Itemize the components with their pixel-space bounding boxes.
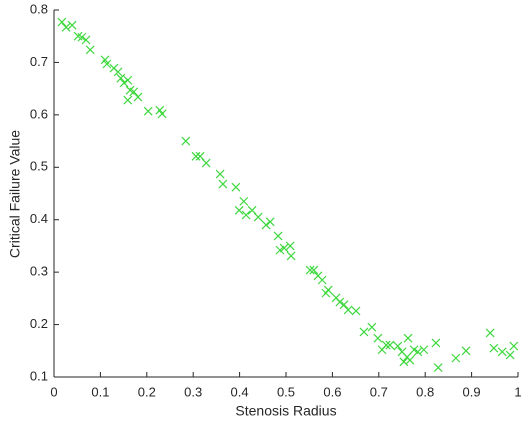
x-tick-label: 0.6 — [323, 384, 341, 399]
point — [119, 78, 129, 88]
point — [351, 306, 361, 316]
y-tick-label: 0.4 — [30, 211, 48, 226]
point — [286, 251, 296, 261]
point — [413, 347, 423, 357]
point — [285, 241, 295, 251]
point — [393, 341, 403, 351]
point — [497, 347, 507, 357]
point — [116, 73, 126, 83]
point — [102, 59, 112, 69]
point — [234, 205, 244, 215]
point — [181, 136, 191, 146]
x-tick-label: 0.2 — [138, 384, 156, 399]
point — [157, 109, 167, 119]
point — [367, 322, 377, 332]
point — [85, 45, 95, 55]
point — [433, 363, 443, 372]
point — [461, 346, 471, 356]
point — [381, 340, 391, 350]
point — [253, 212, 263, 222]
y-tick-label: 0.6 — [30, 106, 48, 121]
point — [77, 32, 87, 42]
point — [305, 265, 315, 275]
y-tick-label: 0.5 — [30, 159, 48, 174]
point — [385, 340, 395, 350]
y-tick-label: 0.7 — [30, 54, 48, 69]
point — [317, 275, 327, 285]
point — [191, 151, 201, 161]
x-tick-label: 0.5 — [277, 384, 295, 399]
point — [123, 75, 133, 85]
point — [403, 333, 413, 343]
point — [113, 67, 123, 77]
point — [489, 343, 499, 353]
y-axis-label: Critical Failure Value — [7, 130, 23, 258]
x-tick-label: 0.7 — [370, 384, 388, 399]
x-tick-label: 0.1 — [91, 384, 109, 399]
point — [275, 245, 285, 255]
x-tick-label: 0.4 — [231, 384, 249, 399]
point — [67, 20, 77, 30]
point — [451, 353, 461, 363]
point — [431, 338, 441, 348]
point — [143, 106, 153, 116]
point — [261, 220, 271, 230]
point — [335, 297, 345, 307]
point — [323, 285, 333, 295]
point — [505, 350, 515, 360]
x-tick-label: 0.9 — [463, 384, 481, 399]
y-tick-label: 0.2 — [30, 316, 48, 331]
point — [241, 210, 251, 220]
y-tick-label: 0.8 — [30, 1, 48, 16]
point — [373, 333, 383, 343]
point — [339, 300, 349, 310]
point — [133, 92, 143, 102]
point — [399, 357, 409, 367]
point — [343, 305, 353, 315]
x-tick-label: 0.3 — [184, 384, 202, 399]
point — [279, 243, 289, 253]
point — [81, 35, 91, 45]
point — [201, 158, 211, 168]
point — [509, 341, 519, 351]
point — [265, 217, 275, 227]
point — [273, 231, 283, 241]
point — [57, 17, 67, 27]
point — [123, 95, 133, 105]
point — [485, 328, 495, 338]
point — [231, 182, 241, 192]
point — [405, 355, 415, 365]
point — [309, 265, 319, 275]
point — [129, 87, 139, 97]
y-tick-label: 0.3 — [30, 264, 48, 279]
point — [61, 22, 71, 32]
x-tick-label: 0.8 — [416, 384, 434, 399]
x-axis-label: Stenosis Radius — [235, 403, 336, 419]
point — [359, 327, 369, 337]
y-tick-label: 0.1 — [30, 368, 48, 383]
point — [218, 179, 228, 189]
x-tick-label: 0 — [50, 384, 57, 399]
point — [215, 169, 225, 179]
point — [239, 196, 249, 206]
x-tick-label: 1 — [514, 384, 521, 399]
point — [419, 345, 429, 355]
